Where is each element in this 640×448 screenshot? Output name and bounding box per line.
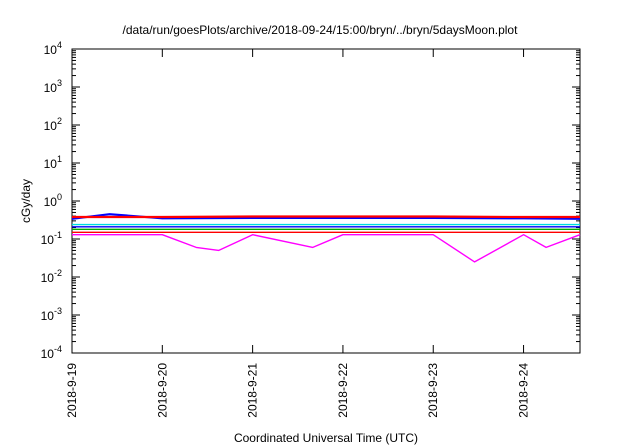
x-tick-label: 2018-9-20: [155, 363, 169, 418]
y-tick-label: 104: [44, 40, 62, 57]
series-line-7: [72, 215, 580, 219]
y-tick-label: 10-1: [41, 230, 62, 247]
y-tick-label: 102: [44, 116, 62, 133]
y-tick-label: 10-3: [41, 306, 62, 323]
y-tick-label: 100: [44, 192, 62, 209]
y-tick-label: 103: [44, 78, 62, 95]
y-axis-title: cGy/day: [19, 179, 33, 223]
plot-frame: [71, 48, 581, 354]
x-tick-label: 2018-9-24: [517, 363, 531, 418]
y-tick-label: 10-2: [41, 268, 62, 285]
y-tick-label: 10-4: [41, 344, 62, 361]
chart-title: /data/run/goesPlots/archive/2018-09-24/1…: [123, 23, 519, 37]
y-tick-label: 101: [44, 154, 62, 171]
series-line-1: [72, 233, 581, 263]
series-line-6: [71, 213, 581, 220]
x-tick-label: 2018-9-21: [246, 363, 260, 418]
x-tick-label: 2018-9-23: [426, 363, 440, 418]
x-tick-label: 2018-9-19: [65, 363, 79, 418]
y-axis: 10-4 10-3 10-2 10-1 100 101 102 103 104: [41, 40, 580, 361]
x-tick-label: 2018-9-22: [336, 363, 350, 418]
series-layer: [71, 213, 581, 263]
x-axis-title: Coordinated Universal Time (UTC): [234, 431, 418, 445]
x-axis: 2018-9-19 2018-9-20 2018-9-21 2018-9-22 2018…: [65, 49, 531, 418]
